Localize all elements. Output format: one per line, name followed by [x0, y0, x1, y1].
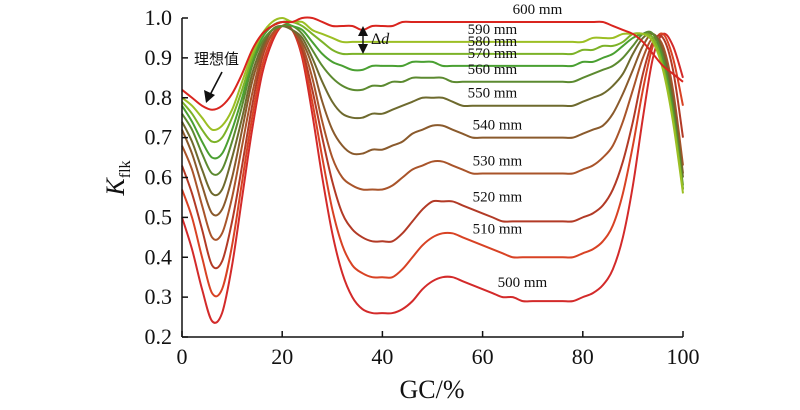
y-axis-title: Kflk — [101, 160, 134, 196]
series-label: 570 mm — [468, 46, 518, 62]
series-label: 530 mm — [473, 154, 523, 170]
delta-variable: d — [381, 31, 390, 48]
y-tick-label: 0.7 — [145, 125, 173, 150]
series-label: 500 mm — [498, 275, 548, 291]
series-label: 560 mm — [468, 62, 518, 78]
delta-d-label: Δd — [371, 31, 390, 48]
y-tick-label: 0.5 — [145, 204, 173, 229]
x-axis-title: GC/% — [400, 375, 465, 404]
series-label: 580 mm — [468, 34, 518, 50]
x-tick-label: 60 — [472, 344, 494, 369]
y-tick-label: 0.9 — [145, 45, 173, 70]
delta-symbol: Δ — [371, 31, 381, 48]
series-line — [181, 24, 684, 241]
x-tick-label: 100 — [667, 344, 700, 369]
x-tick-label: 80 — [572, 344, 594, 369]
series-label: 590 mm — [468, 22, 518, 38]
x-tick-label: 20 — [271, 344, 293, 369]
x-tick-label: 0 — [177, 344, 188, 369]
series-line — [181, 20, 684, 190]
ideal-value-arrow — [204, 71, 223, 103]
y-tick-label: 0.8 — [145, 85, 173, 110]
x-tick-label: 40 — [371, 344, 393, 369]
series-labels: 500 mm 510 mm 520 mm 530 mm 540 mm 550 mm 560 … — [468, 2, 563, 291]
ideal-value-label: 理想值 — [194, 50, 239, 68]
series-line — [181, 24, 684, 217]
y-tick-label: 0.6 — [145, 165, 173, 190]
y-tick-label: 0.2 — [145, 324, 173, 349]
series-label: 520 mm — [473, 189, 523, 205]
y-axis-title-sub: flk — [117, 160, 134, 178]
ticks: 0 20 40 60 80 100 0.2 0.3 0.4 0.5 0.6 0.7 0.8 0.9 1.0 — [145, 5, 700, 369]
series-label: 510 mm — [473, 221, 523, 237]
series-line — [181, 23, 684, 324]
series-lines — [181, 16, 684, 324]
y-tick-label: 1.0 — [145, 5, 173, 30]
series-line — [181, 24, 684, 197]
series-label: 540 mm — [473, 118, 523, 134]
y-axis-title-main: K — [101, 177, 130, 197]
series-line — [181, 17, 684, 194]
y-tick-label: 0.4 — [145, 244, 173, 269]
series-line — [181, 24, 684, 186]
series-label: 550 mm — [468, 86, 518, 102]
delta-d-arrow — [358, 26, 368, 54]
y-tick-label: 0.3 — [145, 284, 173, 309]
series-line — [181, 16, 684, 111]
series-line — [181, 24, 684, 298]
series-label: 600 mm — [513, 2, 563, 18]
